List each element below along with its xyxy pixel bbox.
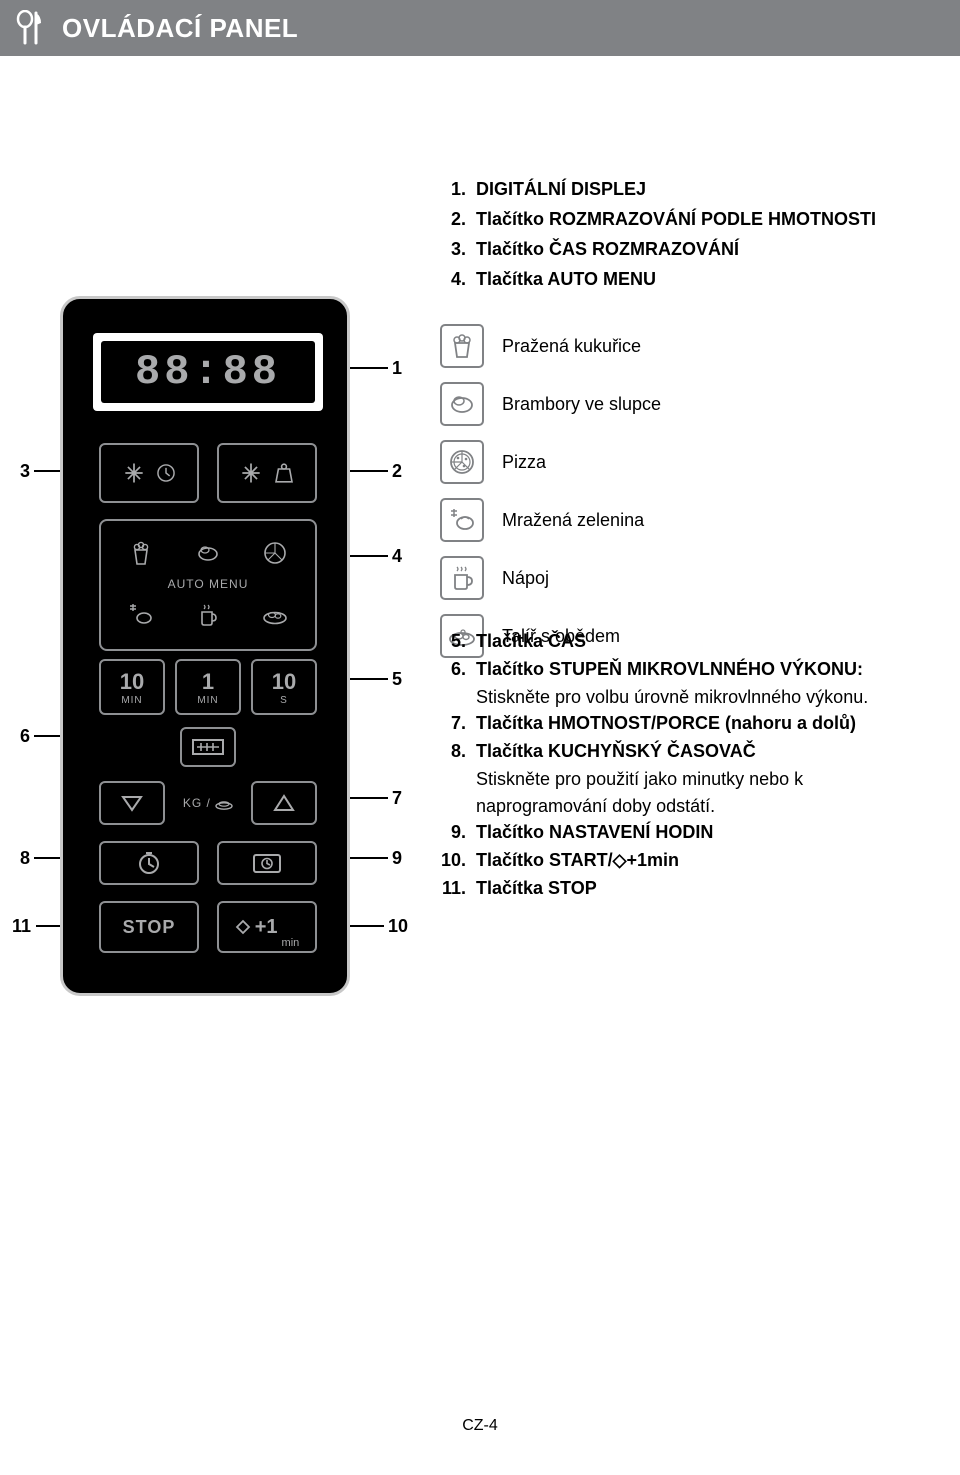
time-10s-button[interactable]: 10S [251, 659, 317, 715]
list-label: DIGITÁLNÍ DISPLEJ [476, 179, 646, 199]
list-num: 4. [440, 266, 466, 292]
weight-up-button[interactable] [251, 781, 317, 825]
pizza-icon [440, 440, 484, 484]
callout-9: 9 [392, 848, 402, 869]
utensil-icon [12, 10, 48, 46]
beverage-icon[interactable] [178, 595, 238, 635]
list-label: Tlačítko ROZMRAZOVÁNÍ PODLE HMOTNOSTI [476, 209, 876, 229]
automenu-list: Pražená kukuřice Brambory ve slupce Pizz… [440, 324, 880, 672]
list-sub: Stiskněte pro volbu úrovně mikrovlnného … [476, 684, 920, 710]
callout-11: 11 [12, 916, 31, 937]
list-label: Tlačítko START/◇+1min [476, 850, 679, 870]
kitchen-timer-button[interactable] [99, 841, 199, 885]
automenu-label: Pražená kukuřice [502, 336, 641, 357]
list-top: 1. DIGITÁLNÍ DISPLEJ 2. Tlačítko ROZMRAZOV… [440, 176, 880, 296]
beverage-icon [440, 556, 484, 600]
page-number: CZ-4 [0, 1417, 960, 1435]
start-plus-text: +1 [255, 916, 278, 939]
automenu-label: Mražená zelenina [502, 510, 644, 531]
weight-defrost-button[interactable] [217, 443, 317, 503]
potato-icon [440, 382, 484, 426]
page-title: OVLÁDACÍ PANEL [62, 13, 298, 44]
callout-8: 8 [20, 848, 30, 869]
list-label: Tlačítka STOP [476, 878, 597, 898]
weight-down-button[interactable] [99, 781, 165, 825]
automenu-label: Brambory ve slupce [502, 394, 661, 415]
callout-10: 10 [388, 916, 408, 937]
list-label: Tlačítka KUCHYŇSKÝ ČASOVAČ [476, 741, 756, 761]
list-sub: Stiskněte pro použití jako minutky nebo … [476, 766, 920, 818]
callout-1: 1 [392, 358, 402, 379]
automenu-group: AUTO MENU [99, 519, 317, 651]
list-label: Tlačítka HMOTNOST/PORCE (nahoru a dolů) [476, 713, 856, 733]
callout-4: 4 [392, 546, 402, 567]
list-num: 8. [440, 738, 466, 764]
pizza-icon[interactable] [245, 533, 305, 573]
callout-2: 2 [392, 461, 402, 482]
callout-3: 3 [20, 461, 30, 482]
list-label: Tlačítka AUTO MENU [476, 269, 656, 289]
list-num: 11. [440, 875, 466, 901]
time-1min-button[interactable]: 1MIN [175, 659, 241, 715]
list-num: 1. [440, 176, 466, 202]
header-bar: OVLÁDACÍ PANEL [0, 0, 960, 56]
control-panel: 88:88 AUTO MENU [60, 296, 350, 996]
start-min-text: min [282, 937, 300, 949]
start-plus1min-button[interactable]: +1 min [217, 901, 317, 953]
frozen-veg-icon [440, 498, 484, 542]
list-num: 2. [440, 206, 466, 232]
frozen-veg-icon[interactable] [111, 595, 171, 635]
stop-button[interactable]: STOP [99, 901, 199, 953]
list-num: 9. [440, 819, 466, 845]
automenu-label: Pizza [502, 452, 546, 473]
automenu-caption: AUTO MENU [111, 577, 305, 591]
list-label: Tlačítko NASTAVENÍ HODIN [476, 822, 713, 842]
list-num: 7. [440, 710, 466, 736]
display-frame: 88:88 [93, 333, 323, 411]
digital-display: 88:88 [101, 341, 315, 403]
dinner-plate-icon[interactable] [245, 595, 305, 635]
kg-label: KG / [178, 796, 238, 810]
callout-7: 7 [392, 788, 402, 809]
list-label: Tlačítka ČAS [476, 631, 586, 651]
list-num: 10. [440, 847, 466, 873]
power-level-button[interactable] [180, 727, 236, 767]
list-label: Tlačítko STUPEŇ MIKROVLNNÉHO VÝKONU: [476, 659, 863, 679]
list-num: 6. [440, 656, 466, 682]
popcorn-icon[interactable] [111, 533, 171, 573]
automenu-label: Nápoj [502, 568, 549, 589]
time-10min-button[interactable]: 10MIN [99, 659, 165, 715]
callout-5: 5 [392, 669, 402, 690]
list-num: 3. [440, 236, 466, 262]
time-defrost-button[interactable] [99, 443, 199, 503]
list-label: Tlačítko ČAS ROZMRAZOVÁNÍ [476, 239, 739, 259]
clock-set-button[interactable] [217, 841, 317, 885]
popcorn-icon [440, 324, 484, 368]
callout-6: 6 [20, 726, 30, 747]
list-num: 5. [440, 628, 466, 654]
potato-icon[interactable] [178, 533, 238, 573]
list-bottom: 5. Tlačítka ČAS 6. Tlačítko STUPEŇ MIKROVL… [440, 628, 920, 903]
